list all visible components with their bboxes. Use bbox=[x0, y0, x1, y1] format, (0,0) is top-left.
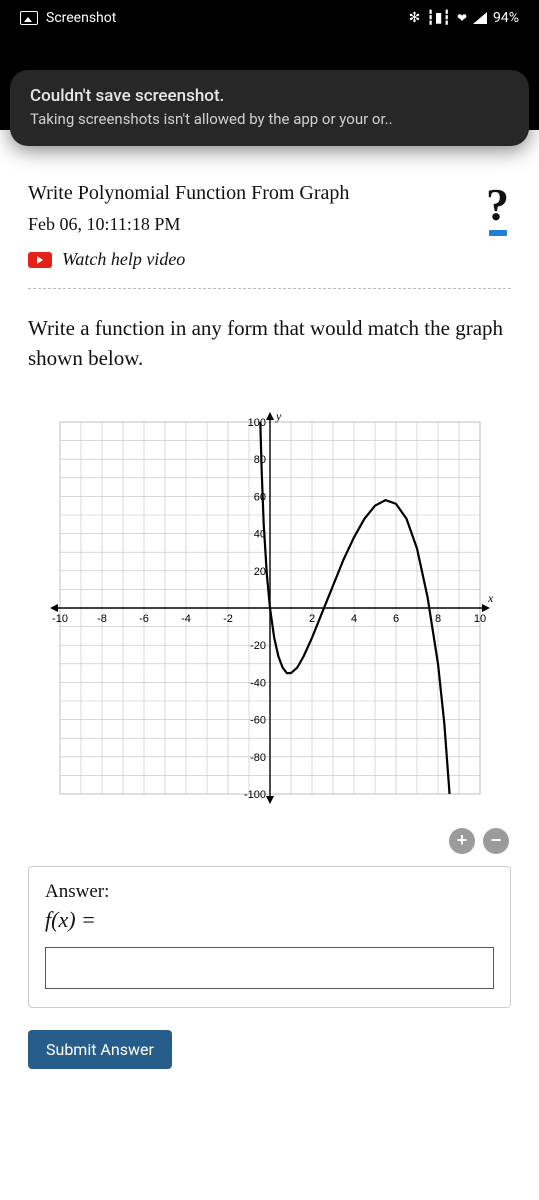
toast-notification[interactable]: Couldn't save screenshot. Taking screens… bbox=[10, 70, 529, 146]
watch-help-label: Watch help video bbox=[62, 249, 185, 270]
svg-text:-2: -2 bbox=[223, 613, 233, 625]
watch-help-video-link[interactable]: Watch help video bbox=[28, 249, 511, 270]
separator bbox=[28, 288, 511, 289]
svg-text:4: 4 bbox=[350, 613, 356, 625]
status-bar-left: Screenshot bbox=[20, 10, 116, 26]
svg-text:8: 8 bbox=[434, 613, 440, 625]
question-prompt: Write a function in any form that would … bbox=[28, 313, 511, 374]
svg-text:-60: -60 bbox=[250, 714, 266, 726]
zoom-out-button[interactable]: − bbox=[483, 828, 509, 854]
page-content: ? Write Polynomial Function From Graph F… bbox=[0, 130, 539, 1200]
answer-fx-label: f(x) = bbox=[45, 907, 494, 933]
graph-plot: -10-8-6-4-2246810-100-80-60-40-202040608… bbox=[46, 408, 494, 808]
status-bar-right: ✻ ┇▮┇ ❤ 94% bbox=[409, 10, 519, 26]
help-underline bbox=[489, 230, 507, 236]
graph-container: -10-8-6-4-2246810-100-80-60-40-202040608… bbox=[46, 408, 494, 808]
help-button[interactable]: ? bbox=[486, 182, 509, 236]
signal-icon bbox=[473, 12, 487, 24]
image-icon bbox=[20, 11, 38, 25]
svg-text:-6: -6 bbox=[139, 613, 149, 625]
svg-text:-40: -40 bbox=[250, 677, 266, 689]
status-bar: Screenshot ✻ ┇▮┇ ❤ 94% bbox=[0, 0, 539, 36]
lesson-title: Write Polynomial Function From Graph bbox=[28, 180, 511, 206]
svg-text:x: x bbox=[487, 591, 494, 605]
answer-box: Answer: f(x) = bbox=[28, 866, 511, 1008]
svg-text:-20: -20 bbox=[250, 640, 266, 652]
svg-text:60: 60 bbox=[253, 491, 265, 503]
heart-icon: ❤ bbox=[457, 11, 467, 25]
status-title: Screenshot bbox=[46, 10, 116, 26]
svg-text:-10: -10 bbox=[52, 613, 68, 625]
battery-text: 94% bbox=[493, 10, 519, 26]
submit-answer-button[interactable]: Submit Answer bbox=[28, 1030, 172, 1069]
zoom-in-button[interactable]: + bbox=[449, 828, 475, 854]
toast-body: Taking screenshots isn't allowed by the … bbox=[30, 110, 509, 128]
svg-text:-8: -8 bbox=[97, 613, 107, 625]
question-mark-icon: ? bbox=[486, 182, 509, 228]
zoom-controls: + − bbox=[28, 828, 511, 854]
svg-text:100: 100 bbox=[247, 417, 265, 429]
lesson-date: Feb 06, 10:11:18 PM bbox=[28, 214, 511, 235]
svg-text:-4: -4 bbox=[181, 613, 191, 625]
bluetooth-icon: ✻ bbox=[409, 10, 421, 26]
svg-text:-100: -100 bbox=[243, 789, 265, 801]
answer-input[interactable] bbox=[45, 947, 494, 989]
svg-text:2: 2 bbox=[308, 613, 314, 625]
answer-label: Answer: bbox=[45, 881, 494, 903]
svg-text:y: y bbox=[275, 409, 282, 423]
svg-text:20: 20 bbox=[253, 566, 265, 578]
toast-title: Couldn't save screenshot. bbox=[30, 86, 509, 106]
svg-text:10: 10 bbox=[473, 613, 485, 625]
svg-text:80: 80 bbox=[253, 454, 265, 466]
svg-text:6: 6 bbox=[392, 613, 398, 625]
youtube-icon bbox=[28, 252, 52, 268]
svg-text:-80: -80 bbox=[250, 752, 266, 764]
vibrate-icon: ┇▮┇ bbox=[426, 10, 451, 26]
